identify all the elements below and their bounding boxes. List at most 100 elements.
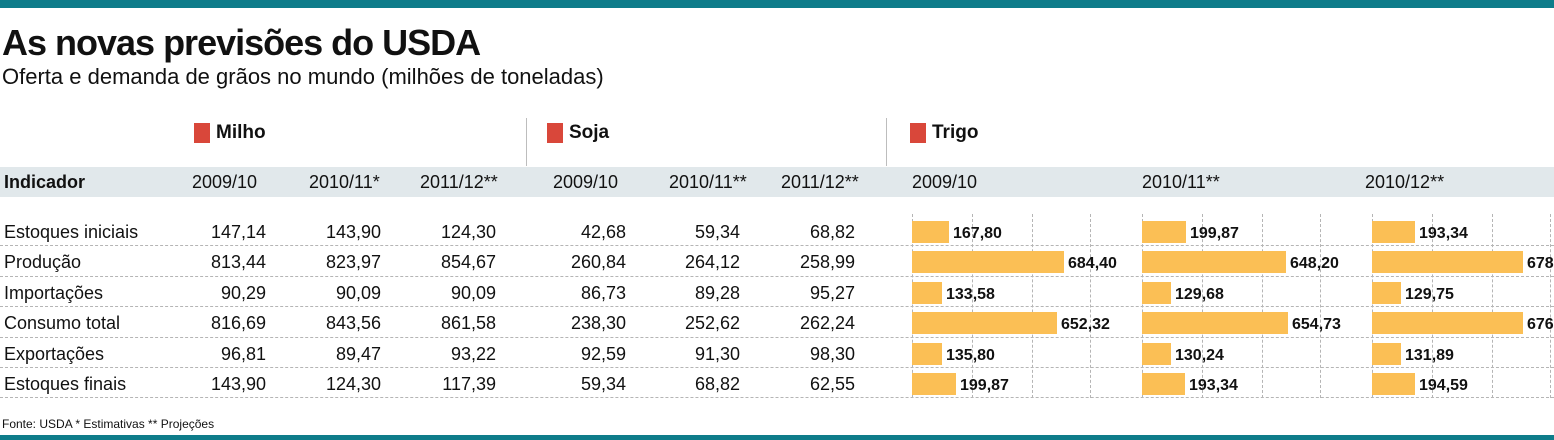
- milho-value-cell: 96,81: [220, 344, 266, 364]
- row-divider: [0, 337, 1554, 338]
- soja-value-cell: 89,28: [694, 283, 740, 303]
- trigo-gridline: [1550, 214, 1551, 398]
- soja-value-cell: 258,99: [799, 252, 855, 272]
- milho-value-cell: 117,39: [442, 374, 496, 394]
- header-trigo-year-1: 2009/10: [912, 172, 978, 192]
- trigo-bar-label: 652,32: [1061, 316, 1110, 333]
- trigo-bar: [912, 373, 956, 395]
- header-milho-year-1: 2009/10: [192, 172, 258, 192]
- trigo-gridline: [1262, 214, 1263, 398]
- row-indicator-label: Importações: [4, 283, 104, 303]
- chart-title: As novas previsões do USDA: [2, 22, 481, 63]
- divider-soja-trigo: [886, 118, 887, 166]
- header-milho-year-2: 2010/11*: [309, 172, 380, 192]
- section-milho-label: Milho: [216, 122, 266, 143]
- milho-value-cell: 93,22: [450, 344, 496, 364]
- milho-value-cell: 124,30: [325, 374, 381, 394]
- section-milho: Milho: [194, 121, 266, 145]
- trigo-bar-label: 194,59: [1419, 377, 1468, 394]
- trigo-bar-label: 676,86: [1527, 316, 1554, 333]
- header-soja-year-1: 2009/10: [553, 172, 619, 192]
- milho-value-cell: 143,90: [210, 374, 266, 394]
- row-indicator-label: Estoques iniciais: [4, 222, 139, 242]
- soja-value-cell: 95,27: [809, 283, 855, 303]
- row-indicator-label: Exportações: [4, 344, 105, 364]
- soja-value-cell: 238,30: [570, 313, 626, 333]
- soja-value-cell: 62,55: [809, 374, 855, 394]
- trigo-bar-label: 648,20: [1290, 255, 1339, 272]
- trigo-bar: [912, 251, 1064, 273]
- header-soja-year-2: 2010/11**: [669, 172, 747, 192]
- milho-value-cell: 843,56: [325, 313, 381, 333]
- chart-subtitle: Oferta e demanda de grãos no mundo (milh…: [2, 64, 604, 89]
- trigo-bar-label: 167,80: [953, 225, 1002, 242]
- trigo-bar: [1372, 221, 1415, 243]
- milho-value-cell: 89,47: [335, 344, 381, 364]
- section-trigo: Trigo: [910, 121, 978, 145]
- top-accent-bar: [0, 0, 1554, 8]
- trigo-gridline: [1090, 214, 1091, 398]
- row-divider: [0, 367, 1554, 368]
- trigo-gridline: [972, 214, 973, 398]
- trigo-bar: [1142, 343, 1171, 365]
- soja-value-cell: 59,34: [694, 222, 740, 242]
- trigo-panel-2009-10: 167,80 684,40 133,58 652,32 135,80 199,87: [912, 214, 1152, 398]
- trigo-panel-2010-12: 193,34 678,12 129,75 676,86 131,89 194,59: [1372, 214, 1554, 398]
- trigo-panel-2010-11: 199,87 648,20 129,68 654,73 130,24 193,34: [1142, 214, 1382, 398]
- trigo-bar: [1142, 312, 1288, 334]
- trigo-bar-label: 193,34: [1419, 225, 1468, 242]
- section-soja-label: Soja: [569, 122, 610, 143]
- trigo-bar-label: 654,73: [1292, 316, 1341, 333]
- trigo-bar-label: 130,24: [1175, 347, 1224, 364]
- source-note: Fonte: USDA * Estimativas ** Projeções: [2, 417, 215, 431]
- milho-value-cell: 90,09: [335, 283, 381, 303]
- divider-milho-soja: [526, 118, 527, 166]
- header-soja-year-3: 2011/12**: [781, 172, 859, 192]
- header-indicator: Indicador: [4, 172, 86, 192]
- row-indicator-label: Estoques finais: [4, 374, 127, 394]
- row-indicator-label: Consumo total: [4, 313, 121, 333]
- trigo-bar-label: 135,80: [946, 347, 995, 364]
- row-divider: [0, 397, 1554, 398]
- soja-value-cell: 98,30: [809, 344, 855, 364]
- trigo-bar: [1142, 221, 1186, 243]
- row-divider: [0, 306, 1554, 307]
- trigo-bar: [1142, 251, 1286, 273]
- trigo-gridline: [1372, 214, 1373, 398]
- row-divider: [0, 276, 1554, 277]
- milho-value-cell: 816,69: [210, 313, 266, 333]
- milho-value-cell: 90,29: [220, 283, 266, 303]
- milho-value-cell: 861,58: [440, 313, 496, 333]
- soja-value-cell: 264,12: [684, 252, 740, 272]
- trigo-bar: [912, 221, 949, 243]
- header-row: [0, 167, 1554, 197]
- soja-value-cell: 260,84: [570, 252, 626, 272]
- header-trigo-year-3: 2010/12**: [1365, 172, 1445, 192]
- milho-value-cell: 813,44: [210, 252, 266, 272]
- soja-value-cell: 92,59: [580, 344, 626, 364]
- trigo-bar: [1372, 343, 1401, 365]
- trigo-bar: [912, 282, 942, 304]
- trigo-bar-label: 684,40: [1068, 255, 1117, 272]
- trigo-gridline: [1320, 214, 1321, 398]
- trigo-bar-label: 193,34: [1189, 377, 1238, 394]
- soja-value-cell: 91,30: [694, 344, 740, 364]
- header-milho-year-3: 2011/12**: [420, 172, 498, 192]
- milho-value-cell: 854,67: [440, 252, 496, 272]
- soja-value-cell: 68,82: [694, 374, 740, 394]
- milho-legend-square: [194, 123, 210, 143]
- milho-value-cell: 143,90: [325, 222, 381, 242]
- trigo-bar-label: 129,75: [1405, 286, 1454, 303]
- trigo-gridline: [912, 214, 913, 398]
- soja-value-cell: 42,68: [580, 222, 626, 242]
- trigo-bar-label: 133,58: [946, 286, 995, 303]
- soja-legend-square: [547, 123, 563, 143]
- trigo-bar-label: 129,68: [1175, 286, 1224, 303]
- trigo-gridline: [1032, 214, 1033, 398]
- trigo-gridline: [1492, 214, 1493, 398]
- soja-value-cell: 252,62: [684, 313, 740, 333]
- soja-value-cell: 262,24: [799, 313, 855, 333]
- soja-value-cell: 86,73: [580, 283, 626, 303]
- milho-value-cell: 823,97: [325, 252, 381, 272]
- milho-value-cell: 147,14: [210, 222, 266, 242]
